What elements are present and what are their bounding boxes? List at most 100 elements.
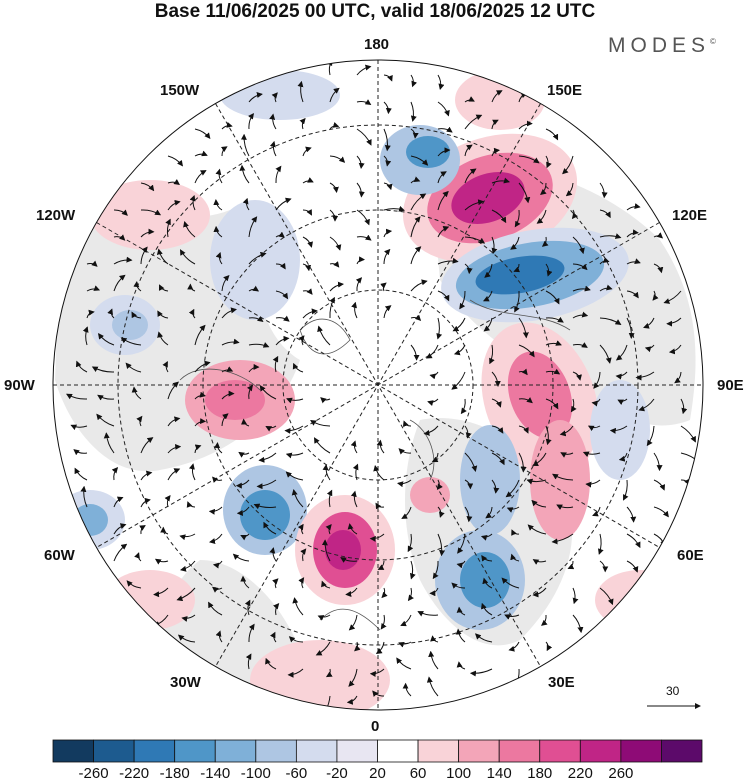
wind-arrow: [437, 74, 445, 90]
wind-arrow: [551, 533, 574, 545]
wind-arrow: [437, 533, 446, 557]
wind-arrow: [480, 602, 493, 616]
wind-arrow: [518, 182, 531, 204]
wind-arrow: [556, 504, 574, 510]
wind-arrow: [240, 418, 250, 427]
lon-label-60w: 60W: [44, 547, 75, 564]
wind-arrow: [407, 533, 414, 553]
wind-arrow: [437, 190, 449, 211]
wind-arrow: [329, 261, 340, 268]
wind-arrow: [248, 251, 267, 265]
wind-arrow: [113, 496, 124, 508]
lon-label-150w: 150W: [160, 82, 200, 99]
wind-arrow: [256, 479, 277, 490]
wind-arrow: [400, 614, 412, 627]
wind-arrow: [156, 248, 169, 265]
wind-arrow: [376, 439, 385, 454]
wind-arrow: [321, 580, 331, 589]
wind-arrow: [559, 425, 574, 437]
wind-arrow: [437, 171, 447, 184]
wind-arrow: [297, 80, 304, 103]
colorbar-tick-label: 220: [567, 765, 593, 782]
colorbar-tick-label: 100: [446, 765, 472, 782]
wind-arrow: [248, 342, 270, 348]
lon-label-90e: 90E: [717, 377, 744, 394]
wind-arrow: [545, 128, 559, 141]
wind-arrow: [86, 309, 95, 319]
wind-arrow: [189, 463, 196, 481]
wind-arrow: [214, 442, 223, 454]
wind-arrow: [212, 586, 223, 593]
wind-arrow: [383, 182, 393, 191]
wind-arrow: [437, 257, 459, 265]
wind-arrow: [431, 452, 439, 463]
wind-arrow: [167, 443, 182, 454]
wind-arrow: [96, 413, 115, 427]
wind-arrow: [140, 209, 162, 216]
wind-arrow: [410, 128, 419, 139]
wind-arrow: [208, 601, 223, 616]
wind-arrow: [140, 437, 154, 454]
wind-arrow: [572, 614, 584, 634]
wind-arrow: [285, 471, 304, 481]
colorbar-tick-label: -100: [240, 765, 271, 782]
wind-arrow: [652, 290, 659, 301]
map-title: Base 11/06/2025 00 UTC, valid 18/06/2025…: [154, 1, 596, 22]
colorbar-tick-label: 140: [486, 765, 512, 782]
wind-arrow: [491, 90, 503, 103]
wind-arrow: [526, 478, 547, 485]
wind-arrow: [181, 614, 196, 622]
wind-arrow: [383, 228, 393, 238]
wind-arrow: [194, 391, 206, 400]
wind-arrow: [407, 587, 414, 602]
wind-arrow: [615, 344, 628, 361]
wind-arrow: [464, 479, 474, 490]
wind-arrow: [302, 209, 312, 216]
wind-arrow: [437, 101, 450, 117]
wind-arrow: [329, 236, 342, 251]
colorbar-tick-label: -180: [159, 765, 190, 782]
wind-arrow: [258, 452, 277, 463]
wind-arrow: [491, 398, 502, 408]
wind-arrow: [674, 371, 682, 384]
wind-arrow: [320, 397, 331, 404]
wind-arrow: [572, 236, 585, 255]
lon-label-30w: 30W: [170, 674, 201, 691]
colorbar-tick-label: -220: [119, 765, 150, 782]
wind-arrow: [275, 290, 289, 300]
colorbar-tick-label: 260: [608, 765, 634, 782]
wind-arrow: [626, 203, 641, 211]
wind-arrow: [545, 316, 564, 323]
wind-arrow: [167, 155, 184, 167]
wind-arrow: [329, 122, 340, 130]
wind-arrow: [638, 398, 655, 412]
wind-arrow: [383, 305, 392, 319]
wind-arrow: [140, 497, 151, 508]
wind-arrow: [215, 630, 223, 643]
wind-arrow: [248, 623, 255, 643]
wind-arrow: [532, 452, 547, 466]
wind-arrow: [245, 653, 252, 670]
wind-arrow: [356, 99, 372, 106]
wind-arrow: [599, 344, 612, 364]
wind-arrow: [599, 317, 622, 325]
wind-arrow: [680, 398, 688, 415]
wind-arrow: [437, 290, 450, 302]
wind-arrow: [291, 489, 304, 508]
wind-arrow: [653, 232, 664, 239]
map-boundary: [52, 59, 704, 711]
wind-arrow: [345, 587, 358, 597]
wind-arrow: [248, 285, 260, 292]
wind-arrow: [451, 371, 466, 390]
wind-arrow: [599, 284, 613, 292]
wind-arrow: [483, 317, 493, 332]
wind-arrow: [545, 641, 553, 652]
wind-arrow: [154, 558, 169, 565]
wind-arrow: [253, 503, 277, 510]
wind-arrow: [501, 577, 520, 589]
wind-arrow: [275, 231, 285, 238]
wind-arrow: [329, 296, 335, 319]
wind-arrow: [221, 390, 235, 400]
wind-arrow: [680, 425, 696, 443]
wind-arrow: [329, 182, 339, 193]
